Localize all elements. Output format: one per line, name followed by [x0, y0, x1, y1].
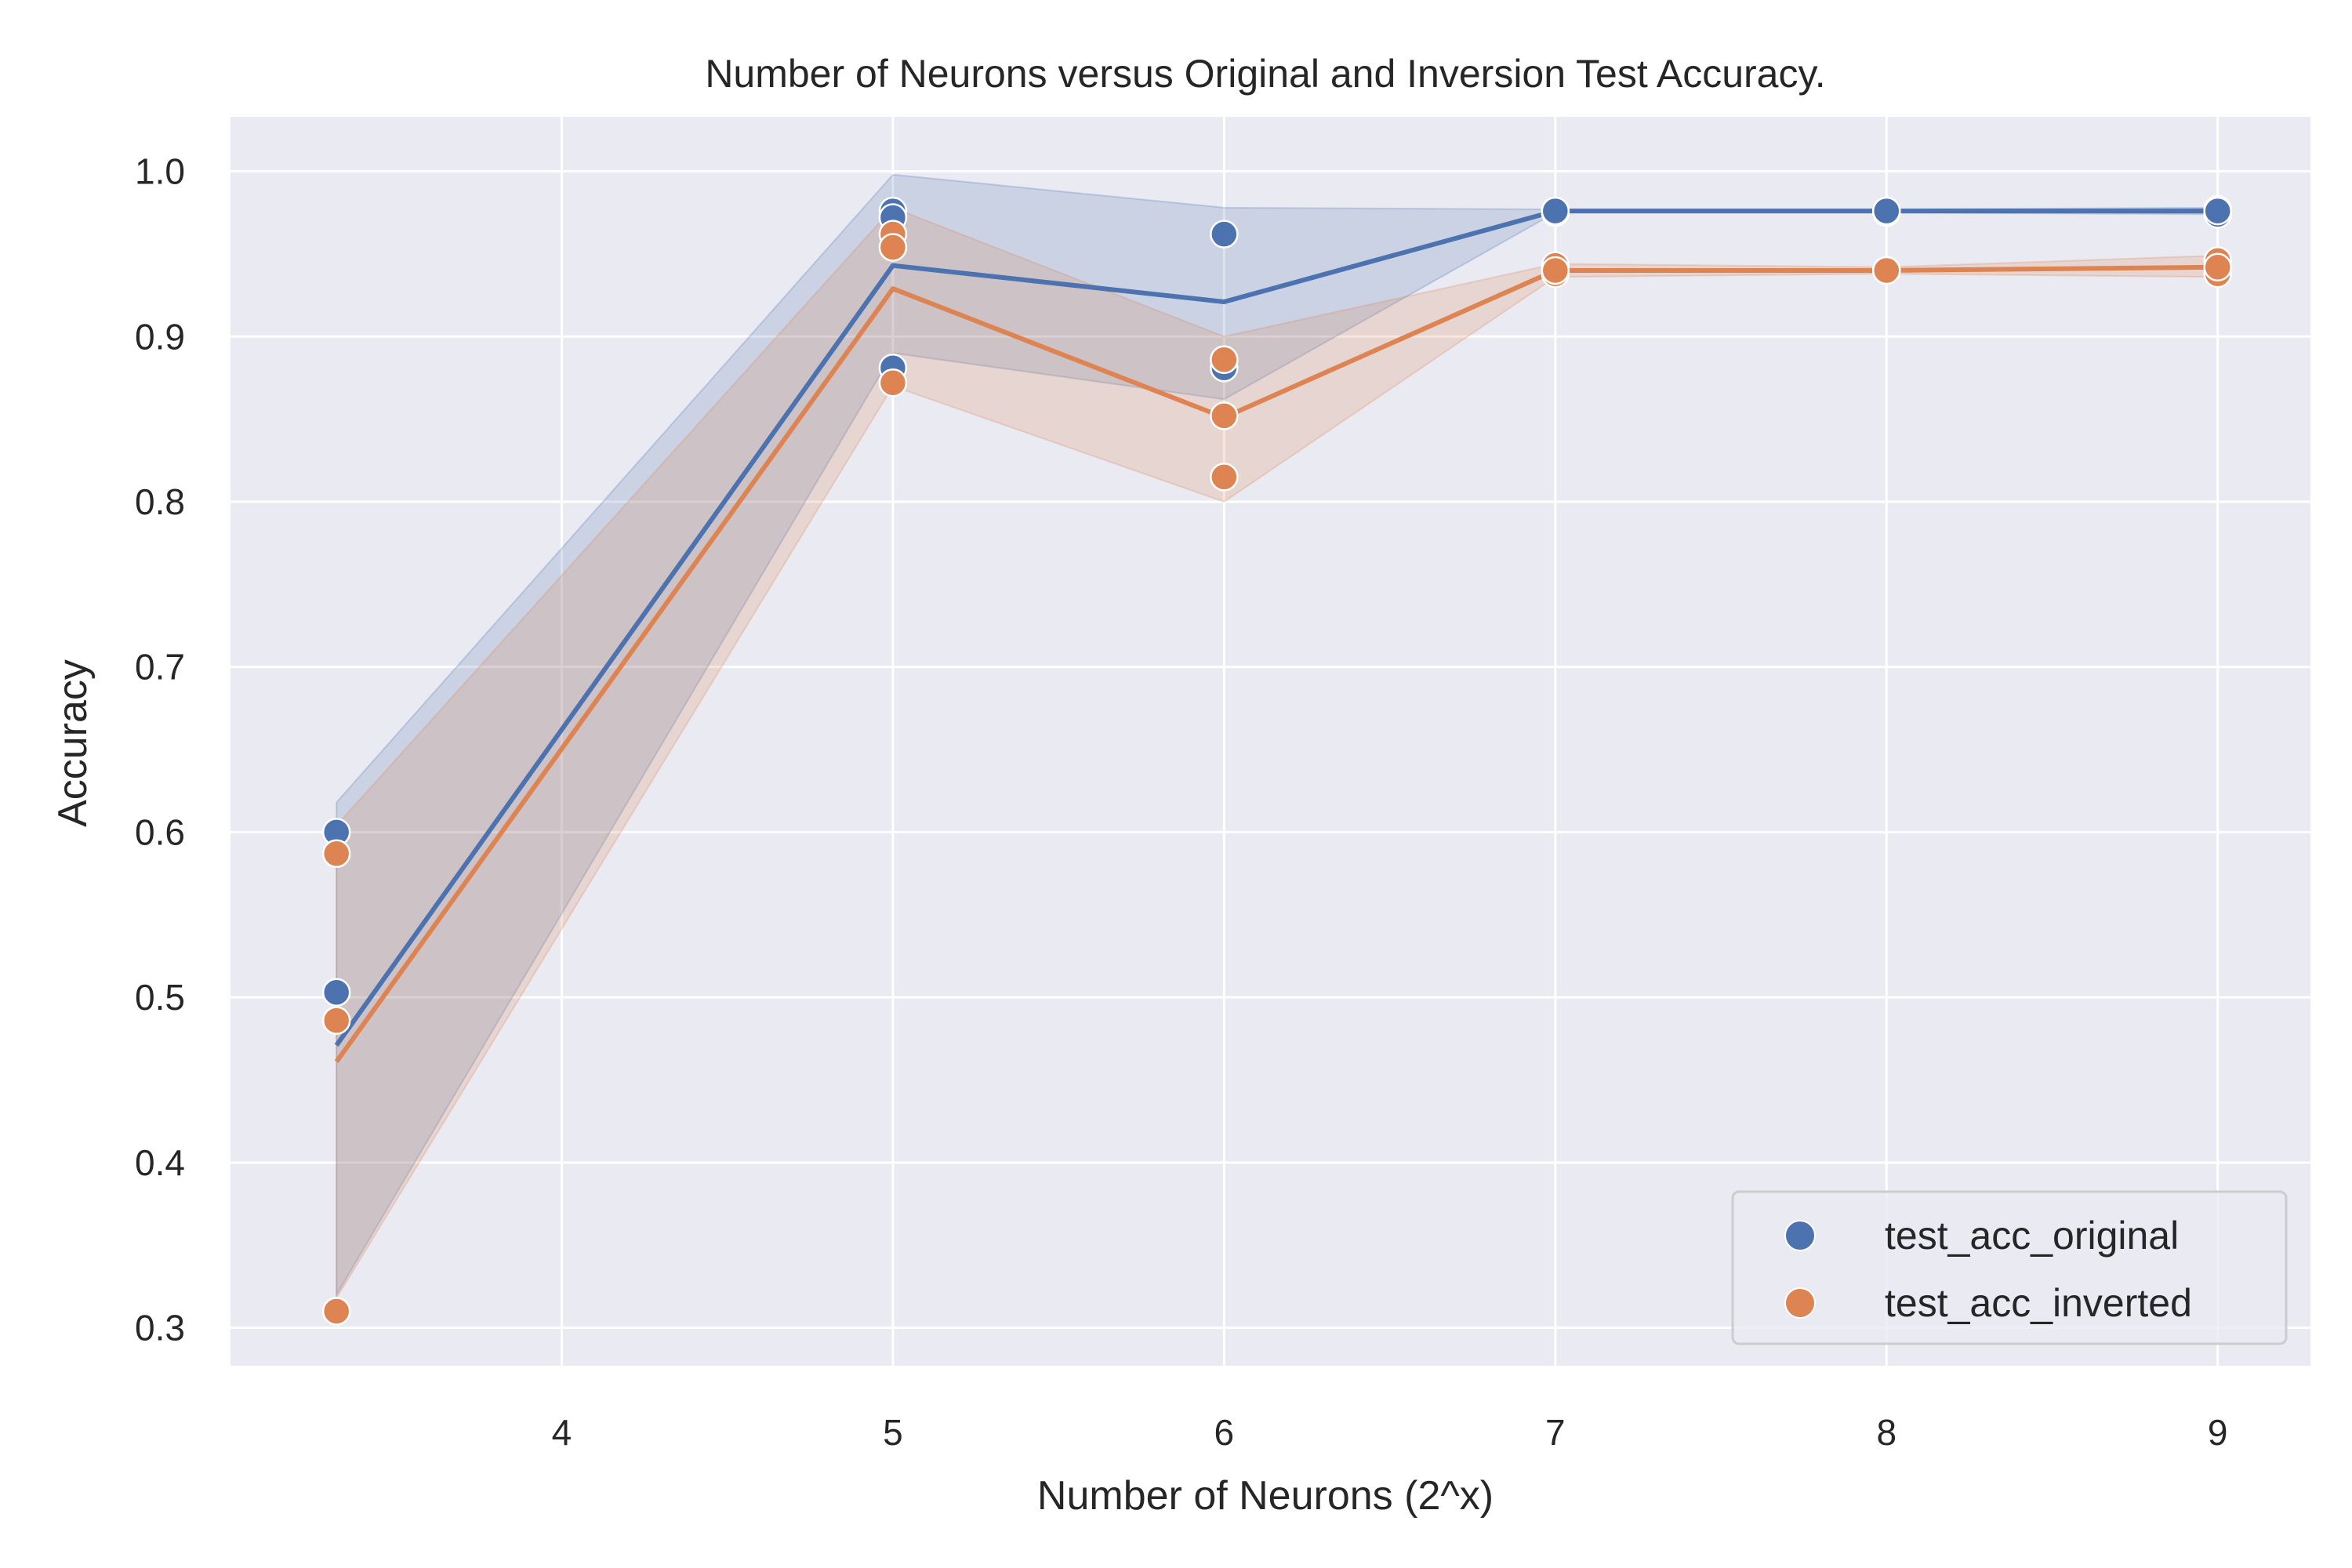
y-axis-label: Accuracy [50, 659, 96, 827]
legend: test_acc_original test_acc_inverted [1733, 1192, 2286, 1344]
data-point-test-acc-original [2205, 198, 2231, 224]
chart-title: Number of Neurons versus Original and In… [705, 52, 1825, 96]
legend-label-test-acc-inverted: test_acc_inverted [1885, 1281, 2192, 1325]
data-point-test-acc-inverted [1873, 257, 1900, 284]
data-point-test-acc-inverted [323, 1007, 350, 1034]
data-point-test-acc-original [1873, 198, 1900, 224]
y-tick-label: 0.4 [135, 1142, 185, 1183]
data-point-test-acc-inverted [1210, 402, 1237, 429]
legend-marker-test-acc-inverted [1785, 1288, 1815, 1318]
x-tick-label: 5 [883, 1412, 903, 1453]
x-tick-label: 8 [1876, 1412, 1896, 1453]
y-tick-label: 0.7 [135, 647, 185, 688]
data-point-test-acc-original [1542, 198, 1569, 224]
y-tick-label: 0.6 [135, 811, 185, 852]
data-point-test-acc-inverted [880, 369, 906, 396]
data-point-test-acc-inverted [2205, 254, 2231, 281]
data-point-test-acc-inverted [323, 1298, 350, 1324]
data-point-test-acc-inverted [1542, 257, 1569, 284]
data-point-test-acc-inverted [880, 234, 906, 260]
data-point-test-acc-inverted [323, 840, 350, 867]
y-tick-label: 0.5 [135, 977, 185, 1018]
data-point-test-acc-inverted [1210, 463, 1237, 490]
x-tick-label: 7 [1545, 1412, 1566, 1453]
y-tick-label: 0.9 [135, 316, 185, 357]
data-point-test-acc-original [1210, 221, 1237, 248]
x-tick-label: 4 [552, 1412, 572, 1453]
legend-label-test-acc-original: test_acc_original [1885, 1214, 2179, 1258]
y-tick-label: 0.3 [135, 1308, 185, 1348]
y-tick-label: 0.8 [135, 481, 185, 522]
x-axis-label: Number of Neurons (2^x) [1037, 1473, 1494, 1519]
data-point-test-acc-inverted [1210, 347, 1237, 373]
x-tick-label: 9 [2208, 1412, 2228, 1453]
legend-marker-test-acc-original [1785, 1221, 1815, 1250]
data-point-test-acc-original [323, 979, 350, 1006]
y-tick-label: 1.0 [135, 151, 185, 192]
x-tick-label: 6 [1214, 1412, 1235, 1453]
